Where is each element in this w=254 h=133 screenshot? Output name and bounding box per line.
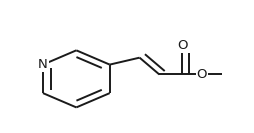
Text: N: N	[38, 58, 48, 71]
Text: O: O	[176, 39, 187, 51]
Text: O: O	[196, 68, 206, 81]
